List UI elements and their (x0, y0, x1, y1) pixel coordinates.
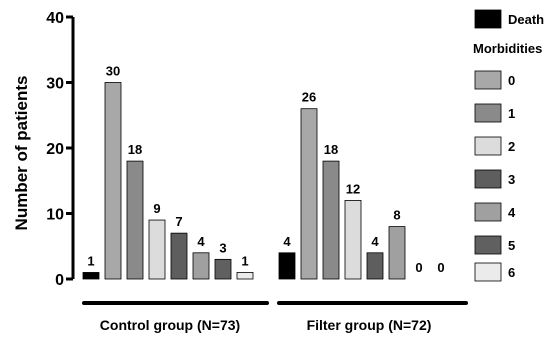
bar-value-label: 4 (371, 234, 379, 249)
legend-label: 1 (508, 106, 515, 121)
bar (388, 226, 406, 280)
y-axis-label: Number of patients (12, 76, 31, 231)
bar-value-label: 0 (437, 260, 444, 275)
bar (366, 252, 384, 280)
legend-swatch (474, 262, 502, 282)
bar-value-label: 30 (106, 64, 120, 79)
legend-label: Death (508, 12, 544, 27)
bar (322, 160, 340, 280)
y-tick-label: 10 (46, 207, 64, 224)
bar-value-label: 12 (346, 181, 360, 196)
legend-swatch (474, 202, 502, 222)
legend-swatch (474, 235, 502, 255)
bar (126, 160, 144, 280)
bar-value-label: 1 (87, 253, 94, 268)
legend-label: 4 (508, 205, 516, 220)
legend-swatch (474, 9, 502, 29)
bar-value-label: 7 (175, 214, 182, 229)
legend-heading: Morbidities (473, 41, 542, 56)
legend-swatch (474, 169, 502, 189)
group-label: Control group (N=73) (100, 317, 240, 333)
group-labels: Control group (N=73) Filter group (N=72) (82, 301, 468, 333)
bar (300, 108, 318, 280)
legend-label: 2 (508, 139, 515, 154)
bar (82, 272, 100, 280)
legend-label: 3 (508, 172, 515, 187)
y-tick-label: 20 (46, 141, 64, 158)
legend: Death 0 1 2 3 4 5 6 Morbidities (473, 9, 544, 282)
bar (148, 219, 166, 280)
y-tick-label: 0 (55, 272, 64, 289)
bar-value-label: 4 (197, 234, 205, 249)
bar-value-label: 9 (153, 201, 160, 216)
bar (344, 199, 362, 280)
bar-value-label: 1 (241, 253, 248, 268)
bar (214, 258, 232, 280)
legend-swatch (474, 136, 502, 156)
bar (236, 272, 254, 280)
legend-label: 0 (508, 73, 515, 88)
bar-value-label: 18 (324, 142, 338, 157)
bar-value-label: 0 (415, 260, 422, 275)
bar-value-label: 8 (393, 208, 400, 223)
legend-swatch (474, 103, 502, 123)
bar-value-label: 3 (219, 240, 226, 255)
bar (170, 232, 188, 280)
y-tick-label: 30 (46, 76, 64, 93)
bar (104, 82, 122, 280)
legend-label: 6 (508, 265, 515, 280)
group-label: Filter group (N=72) (307, 317, 432, 333)
legend-swatch (474, 70, 502, 90)
y-axis: 0 10 20 30 40 (46, 10, 75, 289)
bar (192, 252, 210, 280)
bar (278, 252, 296, 280)
bar-value-label: 18 (128, 142, 142, 157)
legend-label: 5 (508, 238, 515, 253)
bar-value-label: 26 (302, 90, 316, 105)
y-tick-label: 40 (46, 10, 64, 27)
bar-value-label: 4 (283, 234, 291, 249)
